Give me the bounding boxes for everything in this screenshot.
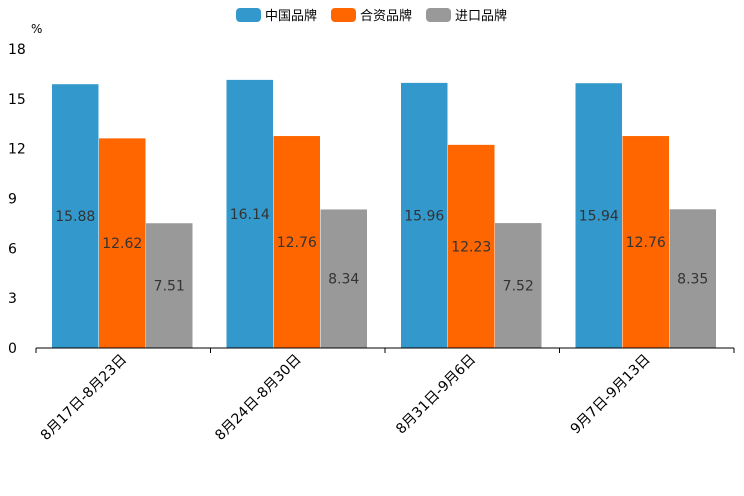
y-axis-unit: % xyxy=(31,22,42,36)
bar-1-4 xyxy=(575,83,622,349)
bars xyxy=(52,79,716,349)
x-category-label: 8月24日-8月30日 xyxy=(212,352,304,444)
legend-swatch xyxy=(236,8,261,22)
bar-value-label: 12.76 xyxy=(277,235,317,251)
bar-value-label: 15.96 xyxy=(404,208,444,224)
bar-3-2 xyxy=(320,209,367,348)
bar-1-1 xyxy=(52,84,99,349)
y-tick-label: 3 xyxy=(8,291,17,307)
x-category-label: 8月31日-9月6日 xyxy=(393,352,479,438)
legend-label: 合资品牌 xyxy=(360,8,412,24)
bar-3-1 xyxy=(146,223,193,348)
x-axis-category-labels: 8月17日-8月23日 8月24日-8月30日 8月31日-9月6日 9月7日-9月1… xyxy=(38,352,654,444)
y-tick-label: 0 xyxy=(8,341,17,357)
bar-2-4 xyxy=(622,136,669,348)
legend-label: 中国品牌 xyxy=(265,8,317,24)
legend-label: 进口品牌 xyxy=(455,8,507,24)
bar-value-label: 8.34 xyxy=(328,272,359,288)
bar-value-label: 16.14 xyxy=(230,207,270,223)
bar-2-3 xyxy=(448,144,495,348)
bar-value-label: 15.94 xyxy=(579,209,619,225)
bar-value-label: 12.62 xyxy=(102,236,142,252)
legend: 中国品牌 合资品牌 进口品牌 xyxy=(236,8,507,24)
legend-swatch xyxy=(331,8,356,22)
y-tick-label: 12 xyxy=(8,142,26,158)
bar-1-3 xyxy=(401,82,448,349)
legend-swatch xyxy=(426,8,451,22)
x-category-label: 9月7日-9月13日 xyxy=(568,352,654,438)
x-axis-ticks xyxy=(35,348,735,353)
y-tick-label: 9 xyxy=(8,192,17,208)
bar-value-label: 12.23 xyxy=(451,239,491,255)
y-tick-label: 6 xyxy=(8,241,17,257)
bar-value-label: 15.88 xyxy=(55,209,95,225)
bar-value-label: 7.51 xyxy=(154,279,185,295)
bar-3-3 xyxy=(495,223,542,348)
bar-value-label: 7.52 xyxy=(503,279,534,295)
bar-value-label: 12.76 xyxy=(626,235,666,251)
bar-2-1 xyxy=(99,138,146,348)
bar-value-labels: 15.88 12.62 7.51 16.14 12.76 8.34 15.96 12.23 7.… xyxy=(55,207,708,295)
bar-3-4 xyxy=(669,209,716,348)
bar-value-label: 8.35 xyxy=(677,272,708,288)
x-category-label: 8月17日-8月23日 xyxy=(38,352,130,444)
y-tick-label: 18 xyxy=(8,42,26,58)
bar-1-2 xyxy=(226,79,273,348)
y-axis: 0 3 6 9 12 15 18 xyxy=(8,42,26,357)
bar-2-2 xyxy=(273,136,320,348)
y-tick-label: 15 xyxy=(8,92,26,108)
